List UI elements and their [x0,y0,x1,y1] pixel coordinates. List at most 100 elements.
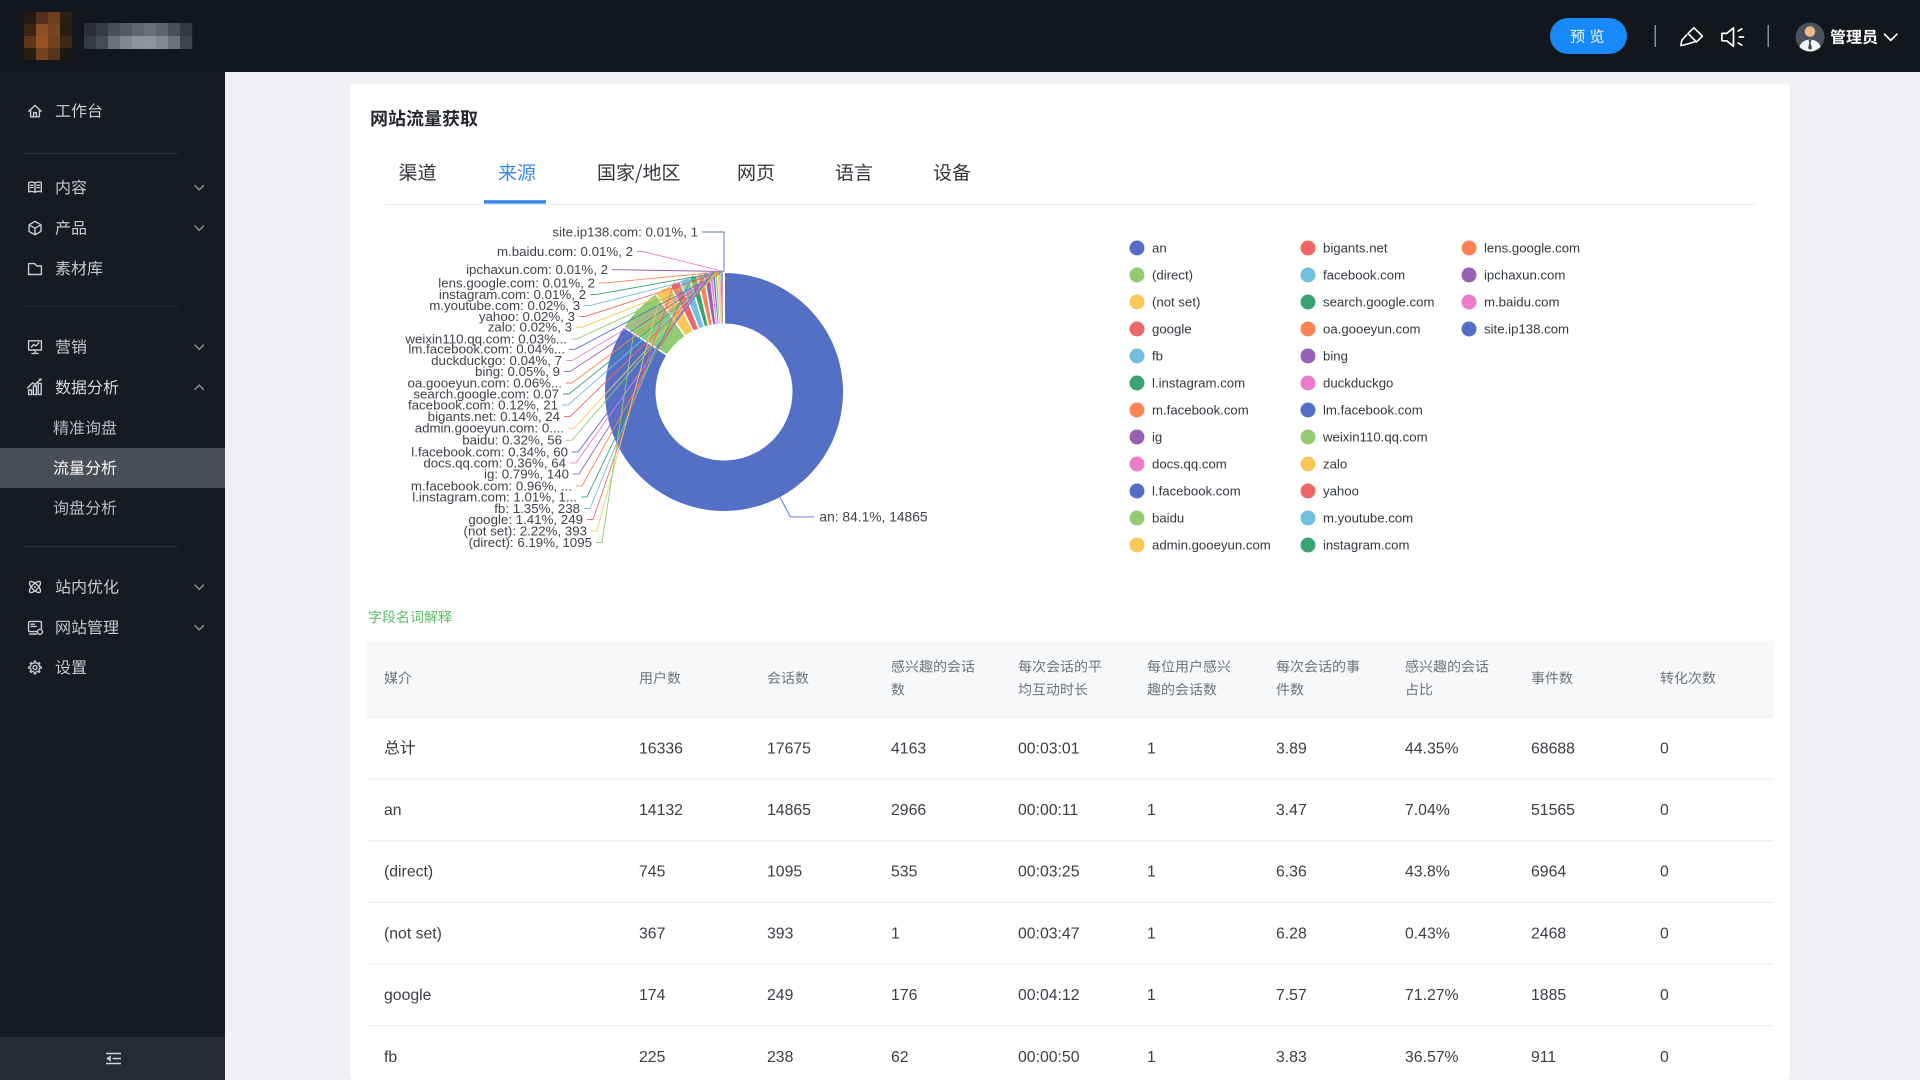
svg-text:249: 249 [767,987,794,1004]
svg-text:1095: 1095 [767,864,802,881]
svg-text:m.facebook.com: 0.96%, ...: m.facebook.com: 0.96%, ... [411,478,572,493]
svg-text:lm.facebook.com: 0.04%...: lm.facebook.com: 0.04%... [408,342,565,357]
svg-text:1: 1 [891,925,900,942]
svg-text:ipchaxun.com: ipchaxun.com [1484,268,1565,283]
svg-text:bigants.net: 0.14%, 24: bigants.net: 0.14%, 24 [428,409,560,424]
svg-text:site.ip138.com: 0.01%, 1: site.ip138.com: 0.01%, 1 [552,224,698,239]
svg-text:911: 911 [1531,1049,1556,1066]
svg-text:17675: 17675 [767,740,811,757]
svg-text:71.27%: 71.27% [1405,987,1459,1004]
svg-text:weixin110.qq.com: 0.03%...: weixin110.qq.com: 0.03%... [404,331,567,346]
svg-text:0.43%: 0.43% [1405,925,1450,942]
svg-text:lens.google.com: 0.01%, 2: lens.google.com: 0.01%, 2 [438,275,595,290]
svg-text:6964: 6964 [1531,864,1566,881]
svg-text:1: 1 [1147,802,1156,819]
svg-text:yahoo: yahoo [1323,484,1359,499]
svg-text:3.47: 3.47 [1276,802,1307,819]
svg-text:3.89: 3.89 [1276,740,1307,757]
svg-text:yahoo: 0.02%, 3: yahoo: 0.02%, 3 [479,309,575,324]
svg-text:43.8%: 43.8% [1405,864,1450,881]
svg-text:0: 0 [1660,864,1669,881]
svg-text:(not set): (not set) [384,925,442,942]
svg-text:bing: bing [1323,349,1348,364]
svg-text:l.instagram.com: 1.01%, 1...: l.instagram.com: 1.01%, 1... [412,489,577,504]
svg-text:m.facebook.com: m.facebook.com [1152,403,1249,418]
svg-text:m.baidu.com: 0.01%, 2: m.baidu.com: 0.01%, 2 [497,244,633,259]
svg-text:an: an [384,802,402,819]
svg-text:lm.facebook.com: lm.facebook.com [1323,403,1423,418]
svg-text:4163: 4163 [891,740,926,757]
svg-text:00:00:11: 00:00:11 [1018,802,1079,819]
svg-text:16336: 16336 [639,740,683,757]
svg-text:ig: ig [1152,430,1162,445]
svg-text:1: 1 [1147,925,1156,942]
svg-text:m.youtube.com: m.youtube.com [1323,511,1413,526]
svg-text:00:03:01: 00:03:01 [1018,740,1080,757]
svg-text:(direct): (direct) [1152,268,1193,283]
svg-text:admin.gooeyun.com: 0....: admin.gooeyun.com: 0.... [415,421,564,436]
svg-text:2966: 2966 [891,802,926,819]
svg-text:(not set): (not set) [1152,295,1200,310]
svg-text:l.facebook.com: 0.34%, 60: l.facebook.com: 0.34%, 60 [411,444,568,459]
svg-text:m.baidu.com: m.baidu.com [1484,295,1560,310]
svg-text:6.36: 6.36 [1276,864,1307,881]
svg-text:176: 176 [891,987,918,1004]
svg-text:facebook.com: facebook.com [1323,268,1405,283]
svg-text:0: 0 [1660,740,1669,757]
svg-text:68688: 68688 [1531,740,1575,757]
svg-text:0: 0 [1660,925,1669,942]
svg-text:0: 0 [1660,802,1669,819]
svg-text:00:03:25: 00:03:25 [1018,864,1080,881]
svg-text:14865: 14865 [767,802,811,819]
svg-text:745: 745 [639,864,666,881]
svg-text:l.facebook.com: l.facebook.com [1152,484,1241,499]
svg-text:44.35%: 44.35% [1405,740,1459,757]
svg-text:00:04:12: 00:04:12 [1018,987,1080,1004]
svg-text:0: 0 [1660,1049,1669,1066]
svg-text:(not set): 2.22%, 393: (not set): 2.22%, 393 [464,523,587,538]
svg-text:fb: fb [384,1049,397,1066]
svg-text:1: 1 [1147,1049,1156,1066]
svg-text:site.ip138.com: site.ip138.com [1484,322,1569,337]
svg-text:instagram.com: instagram.com [1323,538,1409,553]
svg-text:174: 174 [639,987,666,1004]
svg-text:535: 535 [891,864,918,881]
svg-text:225: 225 [639,1049,666,1066]
svg-text:an: 84.1%, 14865: an: 84.1%, 14865 [819,510,927,525]
svg-text:admin.gooeyun.com: admin.gooeyun.com [1152,538,1271,553]
svg-text:0: 0 [1660,987,1669,1004]
svg-text:3.83: 3.83 [1276,1049,1307,1066]
svg-text:1: 1 [1147,864,1156,881]
svg-text:fb: 1.35%, 238: fb: 1.35%, 238 [494,501,580,516]
svg-text:62: 62 [891,1049,909,1066]
svg-text:238: 238 [767,1049,794,1066]
svg-text:1885: 1885 [1531,987,1566,1004]
svg-text:weixin110.qq.com: weixin110.qq.com [1322,430,1428,445]
svg-text:google: google [384,987,432,1004]
svg-text:baidu: 0.32%, 56: baidu: 0.32%, 56 [462,433,562,448]
svg-text:7.57: 7.57 [1276,987,1307,1004]
svg-text:fb: fb [1152,349,1163,364]
svg-text:duckduckgo: duckduckgo [1323,376,1393,391]
svg-text:zalo: zalo [1323,457,1347,472]
svg-text:ipchaxun.com: 0.01%, 2: ipchaxun.com: 0.01%, 2 [466,262,608,277]
svg-text:1: 1 [1147,740,1156,757]
svg-text:instagram.com: 0.01%, 2: instagram.com: 0.01%, 2 [439,287,586,302]
svg-text:docs.qq.com: 0.36%, 64: docs.qq.com: 0.36%, 64 [423,455,566,470]
svg-text:search.google.com: 0.07: search.google.com: 0.07 [413,386,559,401]
svg-text:oa.gooeyun.com: oa.gooeyun.com [1323,322,1421,337]
svg-text:facebook.com: 0.12%, 21: facebook.com: 0.12%, 21 [408,397,558,412]
svg-text:google: 1.41%, 249: google: 1.41%, 249 [468,512,583,527]
svg-text:51565: 51565 [1531,802,1575,819]
svg-text:1: 1 [1147,987,1156,1004]
svg-text:367: 367 [639,925,665,942]
svg-text:393: 393 [767,925,794,942]
svg-text:l.instagram.com: l.instagram.com [1152,376,1245,391]
svg-text:2468: 2468 [1531,925,1566,942]
svg-text:zalo: 0.02%, 3: zalo: 0.02%, 3 [488,320,572,335]
svg-text:google: google [1152,322,1192,337]
svg-text:6.28: 6.28 [1276,925,1307,942]
svg-text:(direct): 6.19%, 1095: (direct): 6.19%, 1095 [469,535,592,550]
svg-text:ig: 0.79%, 140: ig: 0.79%, 140 [484,466,569,481]
svg-text:00:00:50: 00:00:50 [1018,1049,1080,1066]
